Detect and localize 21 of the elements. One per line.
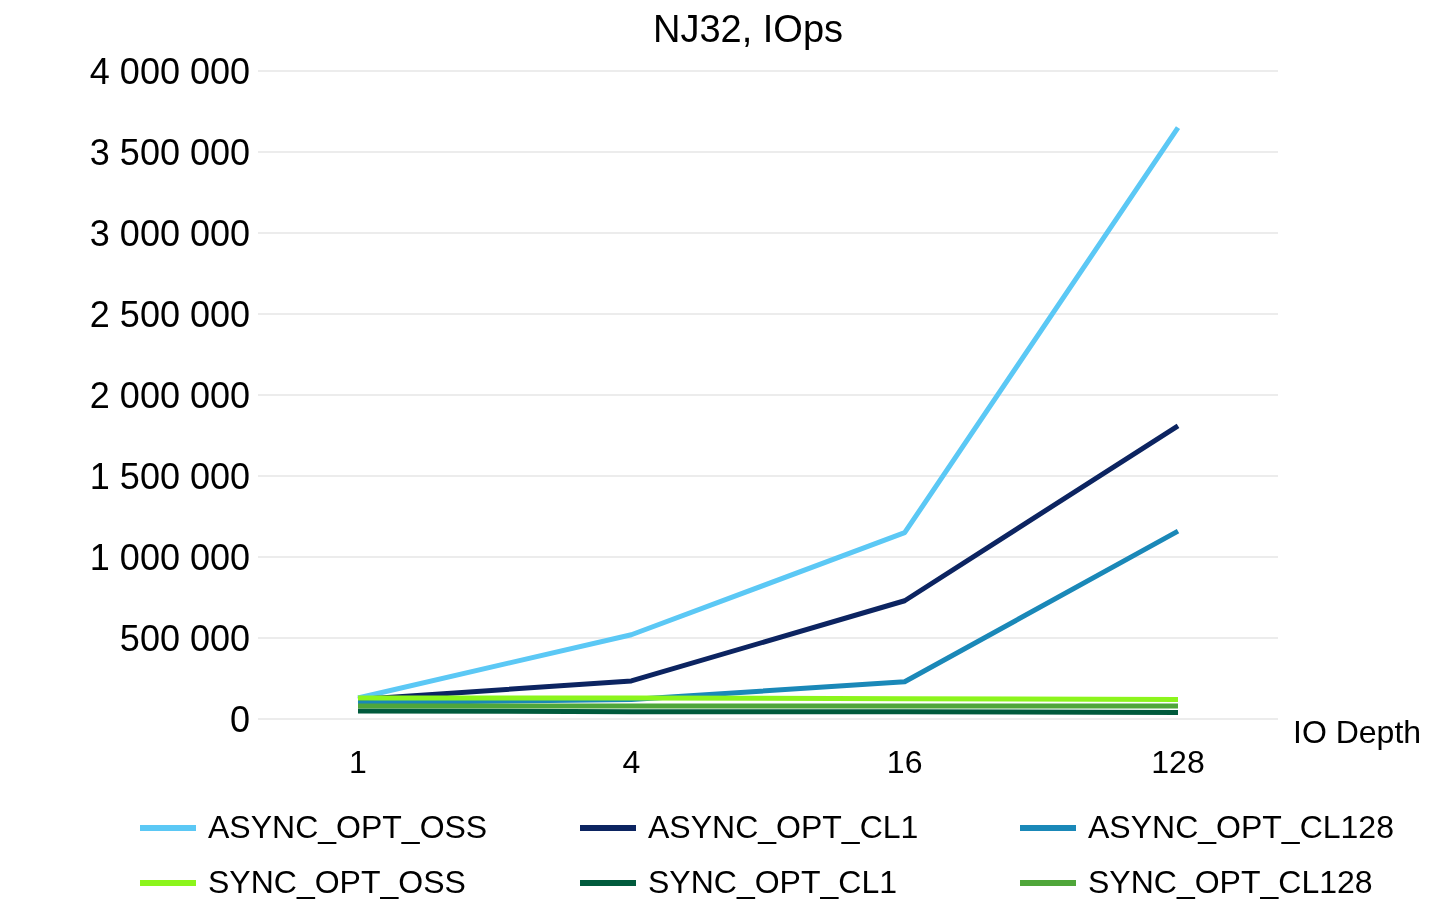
y-tick-label: 4 000 000	[89, 50, 250, 92]
chart-title: NJ32, IOps	[651, 8, 845, 51]
y-tick-label: 2 000 000	[89, 374, 250, 416]
legend-label: SYNC_OPT_OSS	[208, 864, 466, 901]
y-tick-label: 1 500 000	[89, 455, 250, 497]
x-tick-label: 128	[1151, 743, 1205, 780]
x-tick-label: 16	[886, 743, 923, 780]
legend-label: SYNC_OPT_CL128	[1088, 864, 1373, 901]
x-tick-label: 4	[622, 743, 641, 780]
y-tick-label: 500 000	[119, 617, 250, 659]
y-tick-label: 1 000 000	[89, 536, 250, 578]
legend-label: SYNC_OPT_CL1	[648, 864, 897, 901]
y-tick-label: 3 500 000	[89, 131, 250, 173]
legend-label: ASYNC_OPT_OSS	[208, 809, 488, 846]
legend-label: ASYNC_OPT_CL1	[648, 809, 919, 846]
y-tick-label: 2 500 000	[89, 293, 250, 335]
x-tick-label: 1	[349, 743, 367, 780]
x-axis-title: IO Depth	[1293, 714, 1422, 751]
y-tick-label: 3 000 000	[89, 212, 250, 254]
y-tick-label: 0	[229, 698, 250, 740]
legend-label: ASYNC_OPT_CL128	[1088, 809, 1394, 846]
